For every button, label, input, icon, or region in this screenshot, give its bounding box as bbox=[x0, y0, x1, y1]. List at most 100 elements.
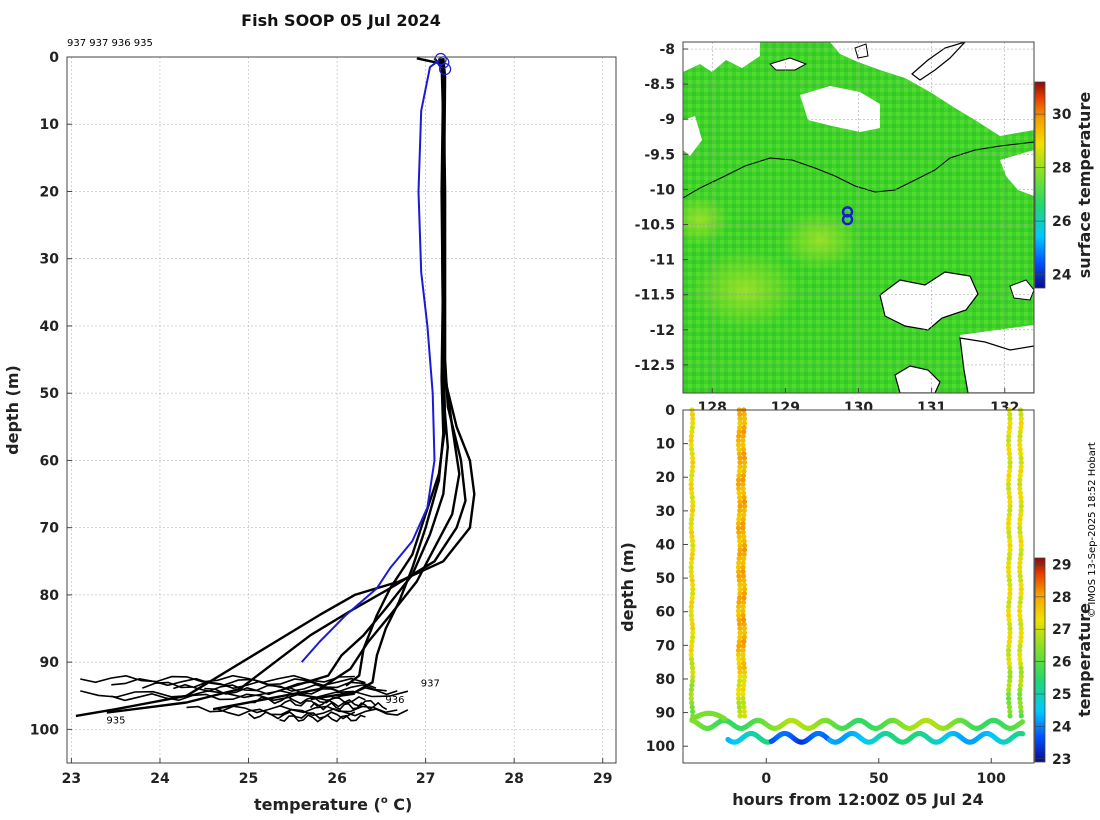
cast-point bbox=[740, 560, 746, 566]
profile-bottom-trace bbox=[279, 713, 366, 723]
cast-point bbox=[740, 564, 746, 570]
depth-time-y-tick-label: 100 bbox=[646, 739, 675, 755]
cast-point bbox=[690, 542, 696, 549]
cast-point bbox=[741, 625, 748, 632]
cast-point bbox=[1017, 521, 1023, 527]
cast-point bbox=[737, 669, 743, 675]
cast-point bbox=[740, 529, 746, 535]
cast-point bbox=[740, 490, 747, 496]
cast-point bbox=[1017, 437, 1023, 444]
cast-point bbox=[737, 547, 743, 553]
cast-point bbox=[735, 608, 742, 614]
cast-point bbox=[741, 630, 748, 636]
cast-point bbox=[737, 673, 743, 680]
sst-colorbar-label: surface temperature bbox=[1075, 92, 1094, 279]
map-y-tick-label: -9.5 bbox=[644, 147, 675, 163]
cast-point bbox=[1017, 525, 1023, 531]
cast-point bbox=[690, 503, 696, 509]
cast-point bbox=[690, 586, 696, 592]
cast-point bbox=[689, 704, 695, 710]
cast-point bbox=[1007, 586, 1013, 592]
cast-point bbox=[741, 665, 747, 671]
profile-x-tick-label: 28 bbox=[504, 771, 523, 787]
temp-colorbar-tick-label: 25 bbox=[1052, 687, 1071, 703]
cast-point bbox=[1017, 481, 1023, 487]
cast-point bbox=[1018, 590, 1024, 597]
cast-point bbox=[1005, 604, 1012, 610]
cast-point bbox=[736, 599, 742, 605]
cast-point bbox=[741, 451, 747, 457]
cast-point bbox=[1018, 551, 1024, 557]
profile-x-label: temperature (o C) bbox=[254, 795, 412, 814]
cast-point bbox=[690, 455, 696, 461]
cast-point bbox=[689, 512, 695, 518]
cast-point bbox=[1018, 416, 1024, 422]
cast-point bbox=[737, 625, 743, 632]
cast-point bbox=[1007, 673, 1013, 680]
cast-point bbox=[736, 560, 742, 566]
cast-point bbox=[1007, 665, 1013, 671]
cast-point bbox=[1017, 564, 1023, 570]
cast-point bbox=[688, 612, 694, 619]
cast-point bbox=[736, 617, 742, 623]
cast-point bbox=[1018, 542, 1024, 549]
cast-point bbox=[1005, 691, 1012, 697]
cast-point bbox=[1006, 512, 1012, 518]
cast-point bbox=[736, 700, 742, 706]
cast-point bbox=[688, 608, 694, 614]
cast-point bbox=[1007, 551, 1013, 557]
cast-point bbox=[1007, 713, 1013, 719]
cast-point bbox=[740, 687, 746, 693]
profile-y-tick-label: 50 bbox=[40, 386, 60, 402]
profile-end-labels: 937 936 935 bbox=[106, 678, 439, 726]
cloud-mask bbox=[683, 42, 760, 72]
map-y-tick-label: -12.5 bbox=[635, 358, 675, 374]
profile-end-label: 935 bbox=[106, 715, 125, 726]
cast-point bbox=[689, 507, 696, 514]
cast-point bbox=[689, 424, 696, 431]
cast-point bbox=[689, 617, 695, 623]
cast-point bbox=[1006, 555, 1012, 562]
cast-point bbox=[741, 503, 748, 509]
cast-point bbox=[1006, 573, 1012, 579]
profile-y-tick-label: 90 bbox=[40, 655, 60, 671]
bottom-track-point bbox=[1019, 719, 1026, 725]
map-y-tick-label: -12 bbox=[650, 323, 675, 339]
bottom-track-point bbox=[1019, 731, 1026, 737]
cast-point bbox=[1017, 529, 1023, 535]
profile-axes-frame bbox=[66, 56, 617, 764]
cast-point bbox=[735, 691, 742, 697]
cast-point bbox=[1018, 586, 1024, 592]
cast-point bbox=[1018, 673, 1024, 680]
cast-point bbox=[737, 678, 743, 684]
profile-y-label: depth (m) bbox=[3, 365, 22, 455]
cast-point bbox=[1018, 411, 1024, 417]
cast-point bbox=[1017, 573, 1023, 579]
cast-point bbox=[690, 669, 696, 675]
map-y-tick-label: -8 bbox=[659, 42, 675, 58]
cast-point bbox=[690, 459, 696, 466]
cast-point bbox=[688, 691, 694, 697]
depth-time-y-tick-label: 60 bbox=[656, 605, 676, 621]
cast-point bbox=[689, 551, 696, 557]
cast-point bbox=[1017, 656, 1023, 662]
cast-point bbox=[688, 481, 694, 487]
station-marker bbox=[841, 206, 854, 218]
cast-point bbox=[1017, 534, 1024, 540]
cast-point bbox=[741, 538, 747, 544]
cast-point bbox=[735, 695, 742, 702]
cast-point bbox=[737, 411, 743, 417]
cloud-mask bbox=[683, 116, 702, 156]
cast-point bbox=[737, 630, 743, 636]
cast-point bbox=[689, 534, 695, 540]
cast-point bbox=[740, 446, 747, 452]
cast-point bbox=[736, 639, 742, 645]
map-y-tick-label: -8.5 bbox=[644, 77, 675, 93]
cast-point bbox=[1018, 665, 1024, 671]
cast-point bbox=[1007, 634, 1013, 640]
profile-y-tick-label: 60 bbox=[40, 453, 60, 469]
latest-profile-line bbox=[300, 59, 440, 663]
cast-point bbox=[689, 634, 696, 640]
profile-end-label: 937 bbox=[421, 678, 440, 689]
cast-point bbox=[1007, 708, 1013, 715]
